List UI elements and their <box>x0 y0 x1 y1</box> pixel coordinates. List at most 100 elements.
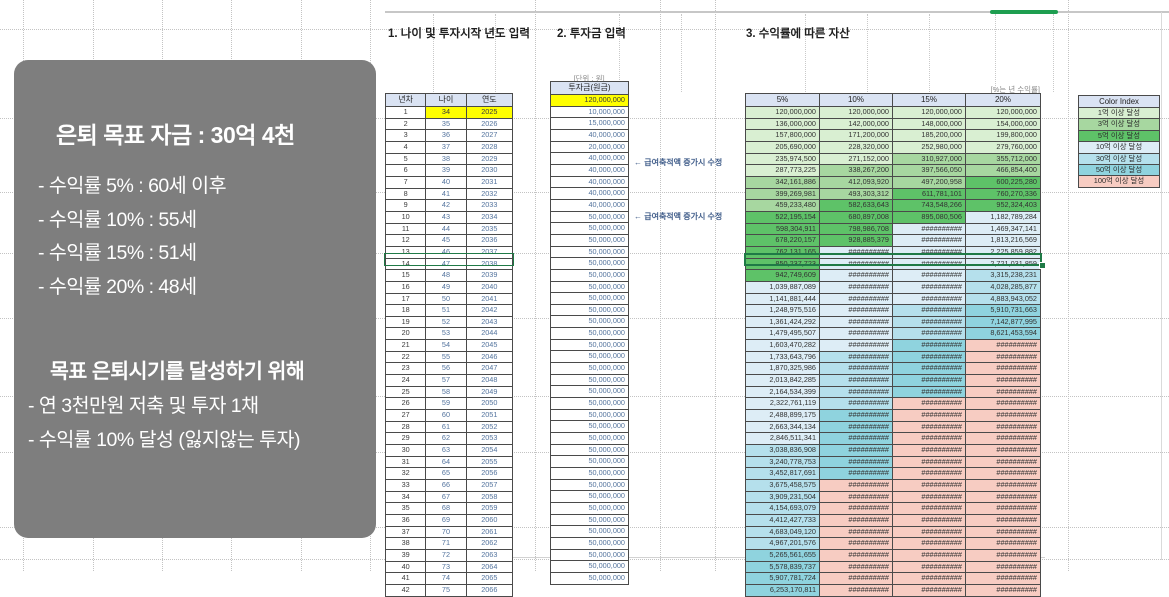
cell[interactable]: 2039 <box>465 269 514 282</box>
cell[interactable]: 2065 <box>465 572 514 585</box>
cell[interactable]: ########## <box>965 455 1041 469</box>
cell[interactable]: 2064 <box>465 560 514 574</box>
cell[interactable]: 2050 <box>465 397 514 411</box>
cell[interactable]: ########## <box>819 257 893 271</box>
cell[interactable]: 32 <box>384 467 427 480</box>
cell[interactable]: ########## <box>892 304 966 317</box>
cell[interactable]: ########## <box>892 513 966 527</box>
cell[interactable]: 53 <box>425 327 467 341</box>
cell[interactable]: 2043 <box>465 315 514 329</box>
cell[interactable]: ########## <box>892 572 966 585</box>
cell[interactable]: 50,000,000 <box>550 315 629 329</box>
cell[interactable]: 199,800,000 <box>965 129 1041 142</box>
cell[interactable]: 47 <box>425 257 467 271</box>
cell[interactable]: 28 <box>384 420 427 434</box>
cell[interactable]: 522,195,154 <box>745 210 820 224</box>
cell[interactable]: 1,603,470,282 <box>745 339 820 352</box>
cell[interactable]: 10 <box>384 210 427 224</box>
cell[interactable]: ########## <box>892 525 966 539</box>
cell[interactable]: 56 <box>425 362 467 376</box>
cell[interactable]: 50,000,000 <box>550 233 629 247</box>
cell[interactable]: 3,240,778,753 <box>745 455 820 469</box>
cell[interactable]: 50 <box>425 292 467 306</box>
column-header[interactable]: 나이 <box>425 93 467 107</box>
cell[interactable]: ########## <box>965 432 1041 446</box>
cell[interactable]: 50,000,000 <box>550 490 629 503</box>
cell[interactable]: 20 <box>384 327 427 341</box>
cell[interactable]: 743,548,266 <box>892 199 966 212</box>
cell[interactable]: 40,000,000 <box>550 198 629 212</box>
cell[interactable]: ########## <box>819 467 893 480</box>
cell[interactable]: ########## <box>892 222 966 236</box>
cell[interactable]: 1,469,347,141 <box>965 222 1041 236</box>
cell[interactable]: 10,000,000 <box>550 105 629 119</box>
cell[interactable]: 942,749,609 <box>745 269 820 282</box>
cell[interactable]: 69 <box>425 513 467 527</box>
cell[interactable]: 25 <box>384 385 427 399</box>
cell[interactable]: 48 <box>425 269 467 282</box>
cell[interactable]: 5 <box>384 152 427 166</box>
cell[interactable]: 40,000,000 <box>550 152 629 165</box>
cell[interactable]: 252,980,000 <box>892 140 966 154</box>
cell[interactable]: 120,000,000 <box>892 106 966 119</box>
cell[interactable]: 2047 <box>465 362 514 376</box>
cell[interactable]: ########## <box>965 339 1041 352</box>
cell[interactable]: 4,412,427,733 <box>745 513 820 527</box>
cell[interactable]: ########## <box>965 583 1041 597</box>
cell[interactable]: 26 <box>384 397 427 411</box>
column-header[interactable]: 연도 <box>465 93 514 107</box>
cell[interactable]: ########## <box>819 304 893 317</box>
cell[interactable]: ########## <box>892 362 966 376</box>
cell[interactable]: 850,237,723 <box>745 257 820 271</box>
cell[interactable]: 45 <box>425 234 467 247</box>
cell[interactable]: ########## <box>892 490 966 504</box>
cell[interactable]: 50,000,000 <box>550 432 629 445</box>
cell[interactable]: 1,182,789,284 <box>965 210 1041 224</box>
cell[interactable]: 7,142,877,995 <box>965 315 1041 329</box>
cell[interactable]: ########## <box>892 292 966 306</box>
cell[interactable]: 57 <box>425 374 467 387</box>
cell[interactable]: 8,621,453,594 <box>965 327 1041 341</box>
color-index-item[interactable]: 30억 이상 달성 <box>1078 152 1160 166</box>
cell[interactable]: 310,927,000 <box>892 152 966 166</box>
cell[interactable]: 50,000,000 <box>550 536 629 550</box>
cell[interactable]: ########## <box>819 397 893 411</box>
cell[interactable]: 35 <box>384 502 427 515</box>
cell[interactable]: ########## <box>965 397 1041 411</box>
cell[interactable]: 40,000,000 <box>550 175 629 189</box>
cell[interactable]: 35 <box>425 117 467 131</box>
cell[interactable]: ########## <box>965 513 1041 527</box>
cell[interactable]: 120,000,000 <box>819 106 893 119</box>
cell[interactable]: 611,781,101 <box>892 187 966 201</box>
cell[interactable]: 2056 <box>465 467 514 480</box>
cell[interactable]: ########## <box>892 234 966 247</box>
cell[interactable]: 50,000,000 <box>550 222 629 235</box>
cell[interactable]: ########## <box>892 502 966 515</box>
cell[interactable]: 1,248,975,516 <box>745 304 820 317</box>
cell[interactable]: 50,000,000 <box>550 455 629 468</box>
cell[interactable]: ########## <box>892 269 966 282</box>
cell[interactable]: 2059 <box>465 502 514 515</box>
cell[interactable]: 2036 <box>465 234 514 247</box>
cell[interactable]: 142,000,000 <box>819 117 893 131</box>
cell[interactable]: 38 <box>425 152 467 166</box>
cell[interactable]: 50,000,000 <box>550 571 629 585</box>
cell[interactable]: 39 <box>425 164 467 177</box>
cell[interactable]: 895,080,506 <box>892 210 966 224</box>
cell[interactable]: 50,000,000 <box>550 467 629 480</box>
cell[interactable]: 16 <box>384 280 427 294</box>
cell[interactable]: 50,000,000 <box>550 501 629 515</box>
cell[interactable]: 2035 <box>465 222 514 236</box>
cell[interactable]: ########## <box>819 374 893 387</box>
color-index-item[interactable]: 100억 이상 달성 <box>1078 175 1160 188</box>
cell[interactable]: 598,304,911 <box>745 222 820 236</box>
cell[interactable]: ########## <box>965 490 1041 504</box>
cell[interactable]: 798,986,708 <box>819 222 893 236</box>
cell[interactable]: 2033 <box>465 199 514 212</box>
cell[interactable]: ########## <box>819 537 893 550</box>
cell[interactable]: 15 <box>384 269 427 282</box>
cell[interactable]: 2054 <box>465 444 514 457</box>
cell[interactable]: ########## <box>819 350 893 364</box>
cell[interactable]: 50,000,000 <box>550 327 629 340</box>
cell[interactable]: 2,846,511,341 <box>745 432 820 446</box>
